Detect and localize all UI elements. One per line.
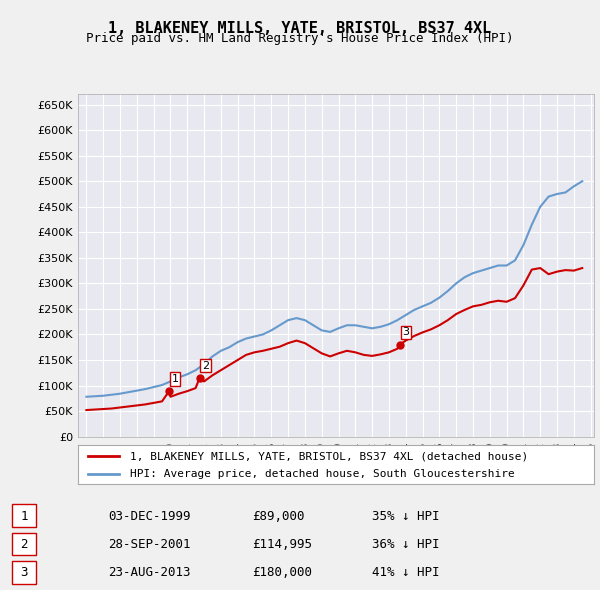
Text: 1: 1 (172, 374, 179, 384)
Text: 3: 3 (402, 327, 409, 337)
Text: 23-AUG-2013: 23-AUG-2013 (108, 566, 191, 579)
Text: 36% ↓ HPI: 36% ↓ HPI (372, 538, 439, 551)
Text: 35% ↓ HPI: 35% ↓ HPI (372, 510, 439, 523)
Text: 1: 1 (20, 510, 28, 523)
Text: 03-DEC-1999: 03-DEC-1999 (108, 510, 191, 523)
Text: 3: 3 (20, 566, 28, 579)
Text: Price paid vs. HM Land Registry's House Price Index (HPI): Price paid vs. HM Land Registry's House … (86, 32, 514, 45)
Text: 41% ↓ HPI: 41% ↓ HPI (372, 566, 439, 579)
Text: HPI: Average price, detached house, South Gloucestershire: HPI: Average price, detached house, Sout… (130, 469, 514, 479)
Text: £89,000: £89,000 (252, 510, 305, 523)
Text: 2: 2 (202, 360, 209, 371)
Text: 28-SEP-2001: 28-SEP-2001 (108, 538, 191, 551)
Text: £180,000: £180,000 (252, 566, 312, 579)
Text: 2: 2 (20, 538, 28, 551)
Text: 1, BLAKENEY MILLS, YATE, BRISTOL, BS37 4XL (detached house): 1, BLAKENEY MILLS, YATE, BRISTOL, BS37 4… (130, 451, 528, 461)
Text: 1, BLAKENEY MILLS, YATE, BRISTOL, BS37 4XL: 1, BLAKENEY MILLS, YATE, BRISTOL, BS37 4… (109, 21, 491, 35)
Text: £114,995: £114,995 (252, 538, 312, 551)
